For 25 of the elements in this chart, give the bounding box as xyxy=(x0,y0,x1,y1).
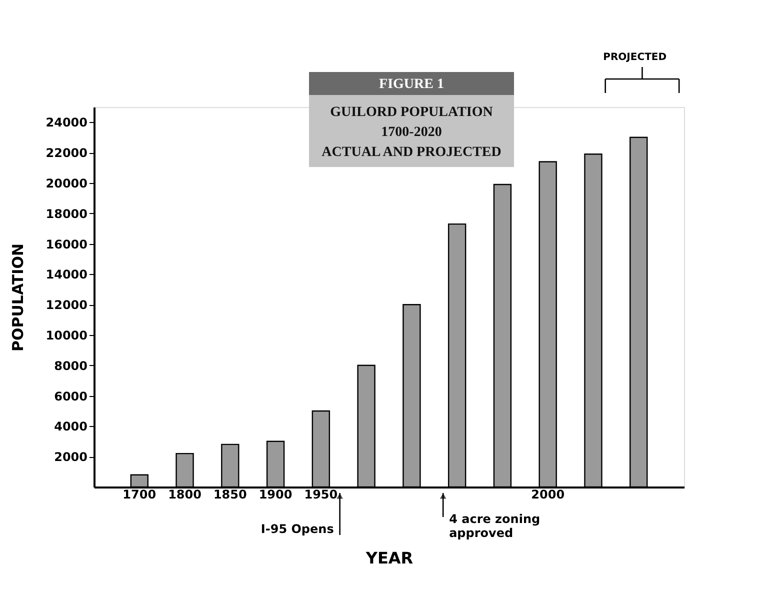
y-tick-label: 10000 xyxy=(46,328,88,342)
y-tick-label: 4000 xyxy=(54,420,88,434)
x-axis-title: YEAR xyxy=(364,548,414,568)
y-tick-label: 18000 xyxy=(46,206,88,221)
y-tick-label: 8000 xyxy=(54,358,88,373)
chart-title: FIGURE 1 xyxy=(379,77,444,92)
x-tick-label: 1700 xyxy=(122,488,156,502)
text: PROJECTED xyxy=(603,52,667,63)
y-tick-label: 22000 xyxy=(46,146,88,160)
y-axis-title: POPULATION xyxy=(8,243,27,352)
x-tick-label: 1950 xyxy=(304,488,338,502)
y-tick-label: 14000 xyxy=(46,268,88,282)
y-tick-label: 16000 xyxy=(46,237,88,252)
x-tick-label: 1800 xyxy=(168,488,202,502)
y-tick-label: 20000 xyxy=(46,176,88,190)
x-tick-label: 2000 xyxy=(531,488,565,502)
y-tick-label: 24000 xyxy=(46,116,88,130)
y-tick-label: 12000 xyxy=(46,298,88,312)
text: GUILORD POPULATION 1700-2020 ACTUAL AND PROJECTED xyxy=(322,105,502,160)
text: 4 acre zoning approved xyxy=(449,512,540,540)
y-tick-label: 6000 xyxy=(54,389,88,404)
x-tick-label: 1850 xyxy=(213,488,247,502)
text: I-95 Opens xyxy=(260,522,334,536)
x-tick-label: 1900 xyxy=(258,488,292,502)
y-tick-label: 2000 xyxy=(54,450,88,464)
